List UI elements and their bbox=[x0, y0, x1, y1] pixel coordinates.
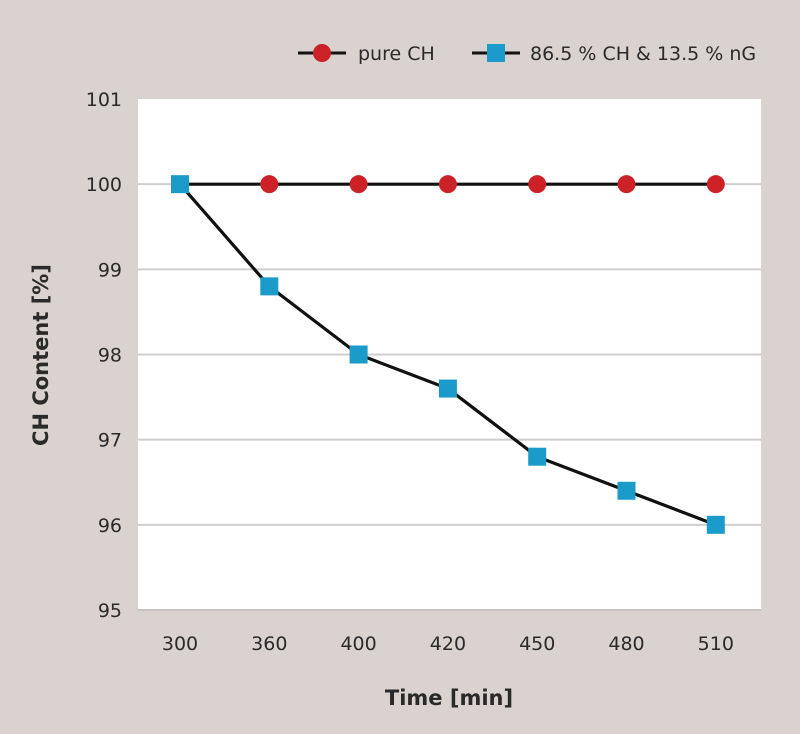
x-tick-label: 510 bbox=[698, 633, 734, 655]
x-tick-label: 450 bbox=[519, 633, 555, 655]
y-tick-label: 95 bbox=[98, 600, 122, 622]
grid-lines bbox=[138, 183, 761, 611]
legend-label-pure-ch: pure CH bbox=[358, 43, 435, 65]
data-point-circle[interactable] bbox=[617, 175, 636, 194]
y-tick-label: 100 bbox=[86, 174, 122, 196]
x-axis-ticks: 300 360 400 420 450 480 510 bbox=[162, 633, 734, 655]
data-point-square[interactable] bbox=[349, 345, 368, 364]
y-tick-label: 97 bbox=[98, 430, 122, 452]
y-axis-title: CH Content [%] bbox=[29, 264, 53, 446]
data-point-square[interactable] bbox=[171, 175, 189, 194]
data-point-circle[interactable] bbox=[706, 175, 725, 194]
data-point-circle[interactable] bbox=[260, 175, 279, 194]
y-tick-label: 96 bbox=[98, 515, 122, 537]
x-tick-label: 420 bbox=[430, 633, 466, 655]
data-point-square[interactable] bbox=[438, 379, 457, 398]
legend-marker-square bbox=[487, 44, 505, 62]
legend: pure CH 86.5 % CH & 13.5 % nG bbox=[298, 43, 756, 65]
data-point-circle[interactable] bbox=[438, 175, 457, 194]
data-point-circle[interactable] bbox=[349, 175, 368, 194]
x-axis-title: Time [min] bbox=[385, 686, 513, 710]
x-tick-label: 400 bbox=[340, 633, 376, 655]
x-tick-label: 360 bbox=[251, 633, 287, 655]
data-point-square[interactable] bbox=[617, 481, 636, 500]
data-point-square[interactable] bbox=[706, 515, 725, 534]
x-tick-label: 480 bbox=[608, 633, 644, 655]
legend-marker-circle bbox=[313, 44, 331, 62]
data-point-square[interactable] bbox=[528, 447, 547, 466]
legend-label-mixture: 86.5 % CH & 13.5 % nG bbox=[530, 43, 756, 65]
y-tick-label: 99 bbox=[98, 259, 122, 281]
data-point-circle[interactable] bbox=[528, 175, 547, 194]
series-group bbox=[171, 175, 725, 534]
x-tick-label: 300 bbox=[162, 633, 198, 655]
y-axis-ticks: 95 96 97 98 99 100 101 bbox=[86, 89, 122, 622]
y-tick-label: 101 bbox=[86, 89, 122, 111]
legend-item-pure-ch[interactable]: pure CH bbox=[298, 43, 435, 65]
y-tick-label: 98 bbox=[98, 345, 122, 367]
data-point-square[interactable] bbox=[260, 277, 279, 296]
legend-item-mixture[interactable]: 86.5 % CH & 13.5 % nG bbox=[472, 43, 756, 65]
